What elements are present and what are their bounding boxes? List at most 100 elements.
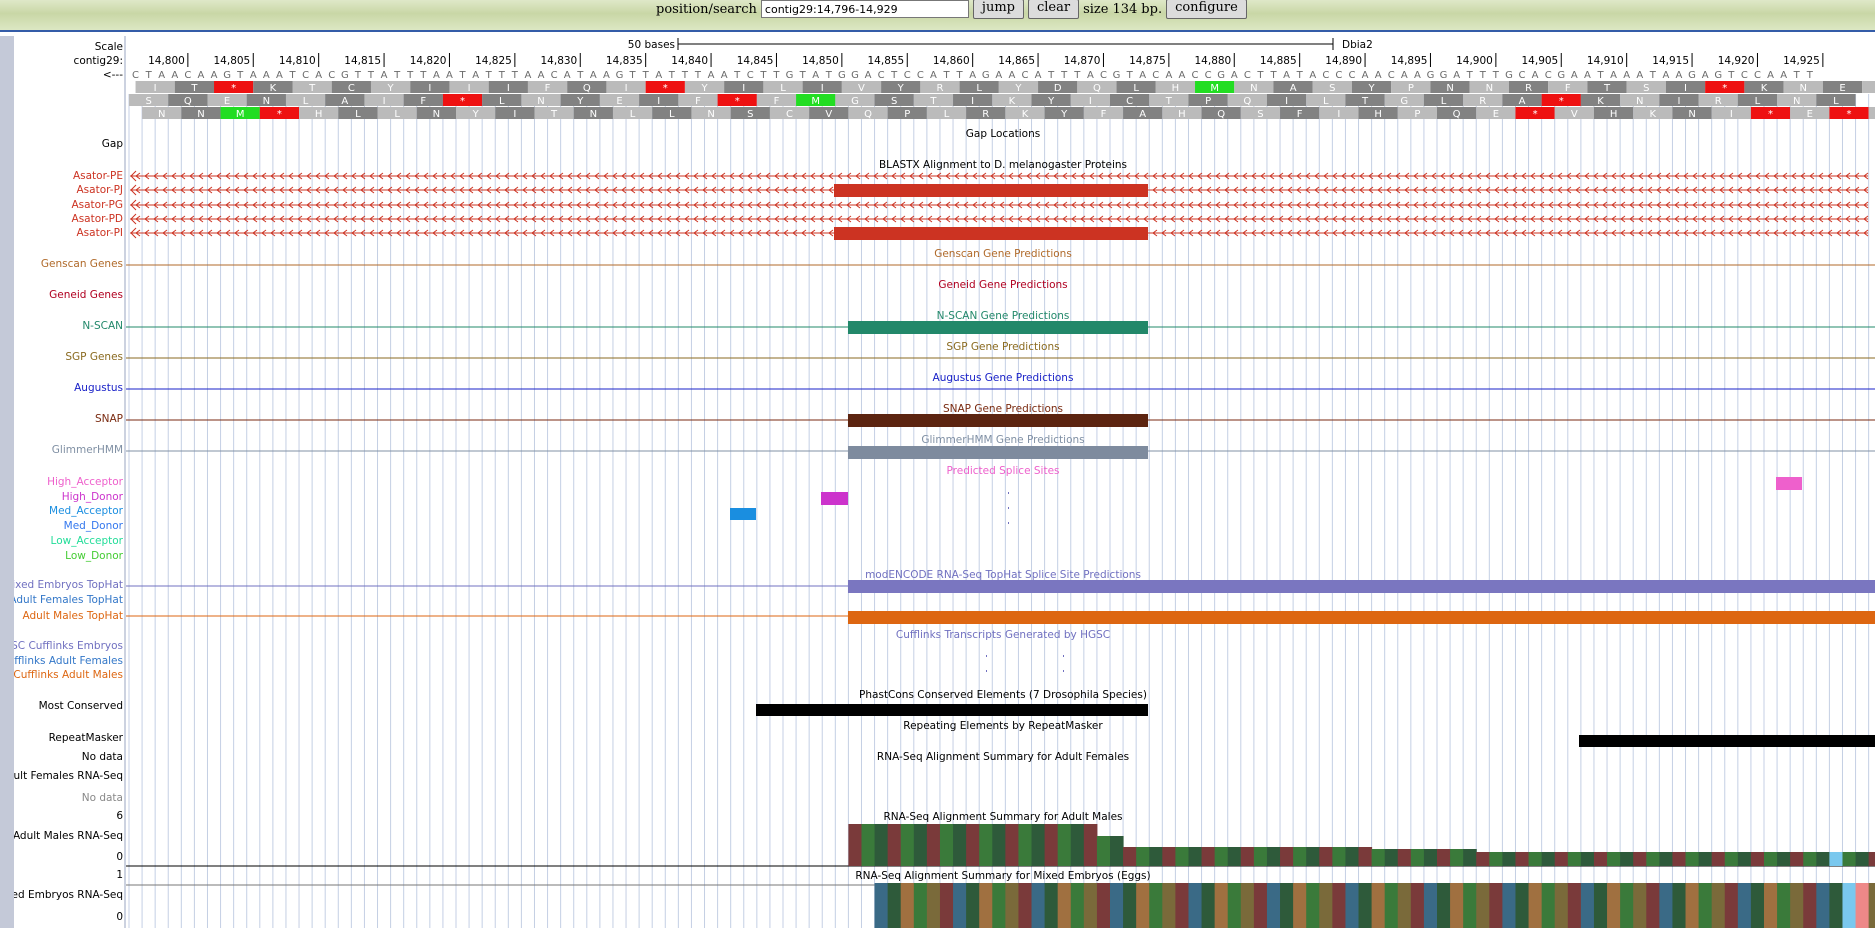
base-letter: A	[315, 70, 322, 81]
track-label-asator-pi[interactable]: Asator-PI	[77, 227, 124, 239]
chevron	[1647, 201, 1653, 209]
chevron	[1323, 172, 1329, 180]
chevron	[1728, 229, 1734, 237]
chevron	[423, 215, 429, 223]
chevron	[1782, 229, 1788, 237]
chevron	[1827, 201, 1833, 209]
track-label-most-conserved[interactable]: Most Conserved	[39, 700, 123, 712]
track-label-med-acceptor[interactable]: Med_Acceptor	[49, 505, 124, 517]
ruler-tick-label: 14,870	[1064, 55, 1101, 67]
chevron	[1656, 172, 1662, 180]
track-label-genscan-genes[interactable]: Genscan Genes	[41, 258, 123, 270]
track-label-mixed-embryos-tophat[interactable]: Mixed Embryos TopHat	[3, 579, 123, 591]
track-label-med-donor[interactable]: Med_Donor	[64, 520, 124, 532]
chevron	[792, 201, 798, 209]
chevron	[261, 229, 267, 237]
jump-button[interactable]: jump	[972, 0, 1024, 19]
track-label-geneid-genes[interactable]: Geneid Genes	[49, 289, 123, 301]
track-label-1[interactable]: 1	[116, 869, 123, 881]
track-label-asator-pj[interactable]: Asator-PJ	[77, 184, 124, 196]
track-label-adult-males-rna-seq[interactable]: Adult Males RNA-Seq	[13, 830, 123, 842]
track-label-low-acceptor[interactable]: Low_Acceptor	[51, 535, 124, 547]
track-label-high-acceptor[interactable]: High_Acceptor	[47, 476, 124, 488]
adult-males-coverage-bar	[1646, 852, 1660, 866]
chevron	[189, 229, 195, 237]
amino-acid-cell	[920, 81, 960, 93]
track-title: Genscan Gene Predictions	[934, 248, 1072, 260]
position-search-input[interactable]	[760, 0, 969, 18]
chevron	[891, 172, 897, 180]
track-label-cufflinks-adult-females[interactable]: Cufflinks Adult Females	[0, 655, 123, 667]
chevron	[1728, 186, 1734, 194]
chevron	[1557, 229, 1563, 237]
amino-acid-letter: A	[1519, 96, 1526, 107]
chevron	[1557, 186, 1563, 194]
track-label-gap[interactable]: Gap	[102, 138, 124, 150]
chevron	[1404, 201, 1410, 209]
chevron	[1485, 186, 1491, 194]
track-label-cufflinks-adult-males[interactable]: Cufflinks Adult Males	[13, 669, 123, 681]
track-label-snap[interactable]: SNAP	[95, 413, 123, 425]
chevron	[513, 172, 519, 180]
chevron	[720, 215, 726, 223]
configure-button[interactable]: configure	[1166, 0, 1247, 19]
track-label-asator-pg[interactable]: Asator-PG	[71, 199, 123, 211]
adult-males-coverage-bar	[1489, 852, 1503, 866]
chevron	[1116, 215, 1122, 223]
track-label-0[interactable]: 0	[116, 911, 123, 923]
amino-acid-cell	[214, 81, 254, 93]
track-label-no-data[interactable]: No data	[82, 792, 123, 804]
base-letter: G	[982, 70, 990, 81]
track-label-low-donor[interactable]: Low_Donor	[65, 550, 124, 562]
ruler-tick-label: 14,910	[1587, 55, 1624, 67]
track-label-0[interactable]: 0	[116, 851, 123, 863]
base-letter: A	[564, 70, 571, 81]
amino-acid-cell	[364, 94, 404, 106]
track-label-repeatmasker[interactable]: RepeatMasker	[49, 732, 124, 744]
amino-acid-letter: H	[1610, 109, 1618, 120]
track-label-n-scan[interactable]: N-SCAN	[82, 320, 123, 332]
amino-acid-cell	[1672, 107, 1712, 119]
track-label-sgp-genes[interactable]: SGP Genes	[65, 351, 123, 363]
track-label-glimmerhmm[interactable]: GlimmerHMM	[52, 444, 123, 456]
mixed-embryos-coverage-bar	[887, 883, 902, 928]
track-label-adult-females-tophat[interactable]: Adult Females TopHat	[9, 594, 123, 606]
chevron	[288, 172, 294, 180]
chevron	[1782, 215, 1788, 223]
track-label-asator-pd[interactable]: Asator-PD	[72, 213, 123, 225]
amino-acid-cell	[756, 94, 797, 106]
track-label-high-donor[interactable]: High_Donor	[62, 491, 124, 503]
track-label-adult-females-rna-seq[interactable]: Adult Females RNA-Seq	[0, 770, 123, 782]
track-label-mixed-embryos-rna-seq[interactable]: Mixed Embryos RNA-Seq	[0, 889, 123, 901]
chevron	[1611, 229, 1617, 237]
chevron	[1593, 229, 1599, 237]
track-label-augustus[interactable]: Augustus	[74, 382, 123, 394]
amino-acid-letter: Q	[1243, 96, 1251, 107]
track-side-button-strip[interactable]	[0, 36, 14, 928]
track-label-hgsc-cufflinks-embryos[interactable]: HGSC Cufflinks Embryos	[0, 640, 123, 652]
chevron	[1197, 201, 1203, 209]
chevron	[711, 172, 717, 180]
ruler-tick-label: 14,835	[606, 55, 643, 67]
amino-acid-letter: P	[1408, 83, 1414, 94]
chevron	[1575, 172, 1581, 180]
chevron	[1431, 215, 1437, 223]
track-label-adult-males-tophat[interactable]: Adult Males TopHat	[22, 610, 123, 622]
amino-acid-cell	[1829, 107, 1869, 119]
track-label-6[interactable]: 6	[116, 810, 123, 822]
amino-acid-letter: L	[1441, 96, 1447, 107]
amino-acid-letter: N	[1636, 96, 1643, 107]
amino-acid-letter: H	[315, 109, 323, 120]
chevron	[1251, 172, 1257, 180]
chevron	[747, 186, 753, 194]
track-label-no-data[interactable]: No data	[82, 751, 123, 763]
chevron	[1080, 172, 1086, 180]
position-search-form: position/search jump clear size 134 bp. …	[656, 0, 1247, 19]
amino-acid-cell	[1430, 81, 1470, 93]
amino-acid-letter: K	[1650, 109, 1657, 120]
chevron	[342, 186, 348, 194]
clear-button[interactable]: clear	[1027, 0, 1080, 19]
track-label-asator-pe[interactable]: Asator-PE	[73, 170, 123, 182]
base-letter: A	[276, 70, 283, 81]
